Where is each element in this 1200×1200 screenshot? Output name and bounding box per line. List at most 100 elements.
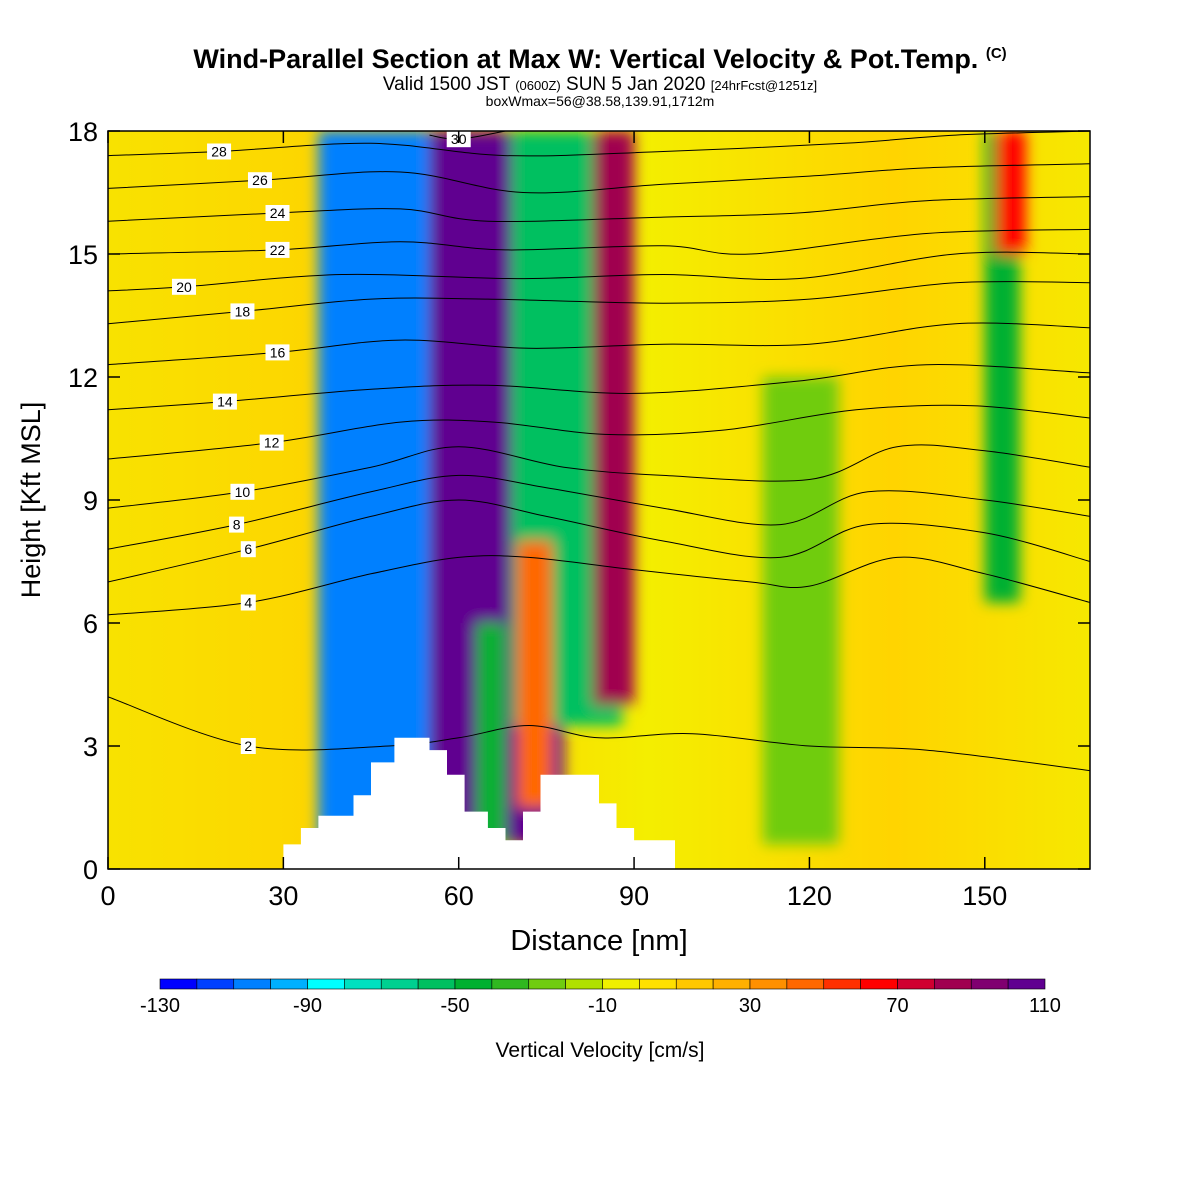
theta-contour-10 (108, 444, 1090, 509)
theta-contour-14 (108, 364, 1090, 411)
colorbar-swatch-3 (270, 978, 308, 990)
contour-label-bg-26 (247, 172, 272, 189)
contour-label-10: 10 (235, 484, 251, 500)
y-axis-label: Height [Kft MSL] (16, 402, 46, 599)
contour-label-bg-22 (265, 241, 290, 258)
valid-time: Valid 1500 JST (382, 74, 510, 95)
colorbar-swatch-13 (639, 978, 677, 990)
contour-label-bg-20 (171, 278, 196, 295)
colorbar-tick-110: 110 (1029, 995, 1061, 1017)
velocity-band-3 (593, 131, 635, 705)
contour-label-18: 18 (235, 303, 251, 319)
y-tick-label-12: 12 (68, 363, 98, 393)
y-tick-label-18: 18 (68, 117, 98, 147)
colorbar-swatch-4 (307, 978, 345, 990)
theta-contour-20 (108, 251, 1090, 292)
chart-title: Wind-Parallel Section at Max W: Vertical… (0, 44, 1200, 75)
colorbar-swatch-12 (602, 978, 640, 990)
terrain-profile (283, 737, 675, 869)
x-tick-label-30: 30 (268, 881, 298, 911)
contour-label-bg-6 (240, 541, 256, 558)
contour-label-bg-16 (265, 344, 290, 361)
contour-label-8: 8 (233, 517, 241, 533)
colorbar: -130 -90 -50 -10 30 70 110 Vertical Velocity [c… (140, 978, 1061, 1062)
colorbar-swatch-6 (380, 978, 419, 990)
colorbar-tick-30: 30 (739, 995, 761, 1017)
contour-label-bg-4 (240, 594, 256, 611)
contour-label-6: 6 (244, 541, 252, 557)
x-tick-label-120: 120 (787, 881, 832, 911)
colorbar-swatch-17 (786, 978, 825, 990)
y-tick-label-0: 0 (83, 855, 98, 885)
chart-title-main: Wind-Parallel Section at Max W: Vertical… (193, 44, 979, 74)
velocity-band-8 (996, 131, 1026, 254)
colorbar-tick--130: -130 (140, 995, 180, 1017)
valid-date: SUN 5 Jan 2020 (566, 74, 706, 95)
y-tick-label-15: 15 (68, 240, 98, 270)
x-axis-label: Distance [nm] (510, 925, 687, 957)
colorbar-tick--10: -10 (588, 995, 617, 1017)
velocity-band-5 (517, 541, 553, 808)
colorbar-swatch-1 (196, 978, 235, 990)
theta-contour-2 (108, 696, 1090, 772)
contour-label-28: 28 (211, 144, 227, 160)
contour-label-bg-14 (212, 393, 237, 410)
contour-label-2: 2 (244, 738, 252, 754)
theta-contour-18 (108, 281, 1090, 325)
copyright-mark: (C) (985, 45, 1007, 62)
colorbar-swatch-5 (344, 978, 382, 990)
x-tick-label-150: 150 (962, 881, 1007, 911)
contour-label-bg-18 (230, 303, 255, 320)
contour-label-24: 24 (270, 205, 286, 221)
colorbar-tick-70: 70 (886, 995, 908, 1017)
colorbar-swatch-19 (860, 978, 898, 990)
colorbar-swatch-9 (491, 978, 530, 990)
colorbar-swatch-22 (970, 978, 1009, 990)
contour-label-bg-2 (240, 738, 256, 754)
velocity-band-6 (762, 377, 839, 845)
colorbar-swatch-8 (454, 978, 493, 990)
contour-label-22: 22 (270, 242, 286, 258)
contour-label-bg-12 (259, 434, 284, 451)
x-tick-label-60: 60 (444, 881, 474, 911)
contour-label-20: 20 (176, 279, 192, 295)
theta-contour-28 (108, 131, 1090, 157)
colorbar-swatch-23 (1007, 978, 1046, 990)
forecast-info: [24hrFcst@1251z] (710, 78, 818, 93)
colorbar-tick--90: -90 (293, 995, 322, 1017)
colorbar-swatch-16 (749, 978, 788, 990)
chart-subtitle: Valid 1500 JST (0600Z) SUN 5 Jan 2020 [2… (0, 74, 1200, 96)
colorbar-tick--50: -50 (441, 995, 470, 1017)
axes: 0 30 60 90 120 150 0 3 6 9 12 15 18 Distance [nm] Heig… (16, 117, 1091, 957)
contour-label-bg-24 (265, 205, 290, 221)
contour-label-26: 26 (252, 172, 268, 188)
contour-label-bg-10 (230, 483, 255, 500)
y-tick-label-3: 3 (83, 732, 98, 762)
theta-contour-4 (108, 555, 1090, 616)
colorbar-swatch-18 (823, 978, 861, 990)
colorbar-swatch-10 (528, 978, 566, 990)
contour-label-12: 12 (264, 435, 280, 451)
colorbar-swatch-14 (675, 978, 714, 990)
x-tick-label-90: 90 (619, 881, 649, 911)
colorbar-swatch-7 (417, 978, 456, 990)
colorbar-swatch-20 (897, 978, 935, 990)
colorbar-swatch-0 (159, 978, 198, 990)
colorbar-swatch-2 (233, 978, 271, 990)
colorbar-swatch-11 (565, 978, 603, 990)
theta-contour-12 (108, 404, 1090, 460)
y-tick-label-6: 6 (83, 609, 98, 639)
colorbar-label: Vertical Velocity [cm/s] (496, 1039, 705, 1062)
contour-label-14: 14 (217, 394, 233, 410)
x-tick-label-0: 0 (100, 881, 115, 911)
theta-contour-6 (108, 499, 1090, 583)
box-wmax-info: boxWmax=56@38.58,139.91,1712m (485, 93, 715, 109)
contour-label-4: 4 (244, 595, 252, 611)
contour-label-16: 16 (270, 344, 286, 360)
y-tick-label-9: 9 (83, 486, 98, 516)
theta-contour-8 (108, 474, 1090, 550)
contour-label-bg-28 (207, 143, 232, 160)
